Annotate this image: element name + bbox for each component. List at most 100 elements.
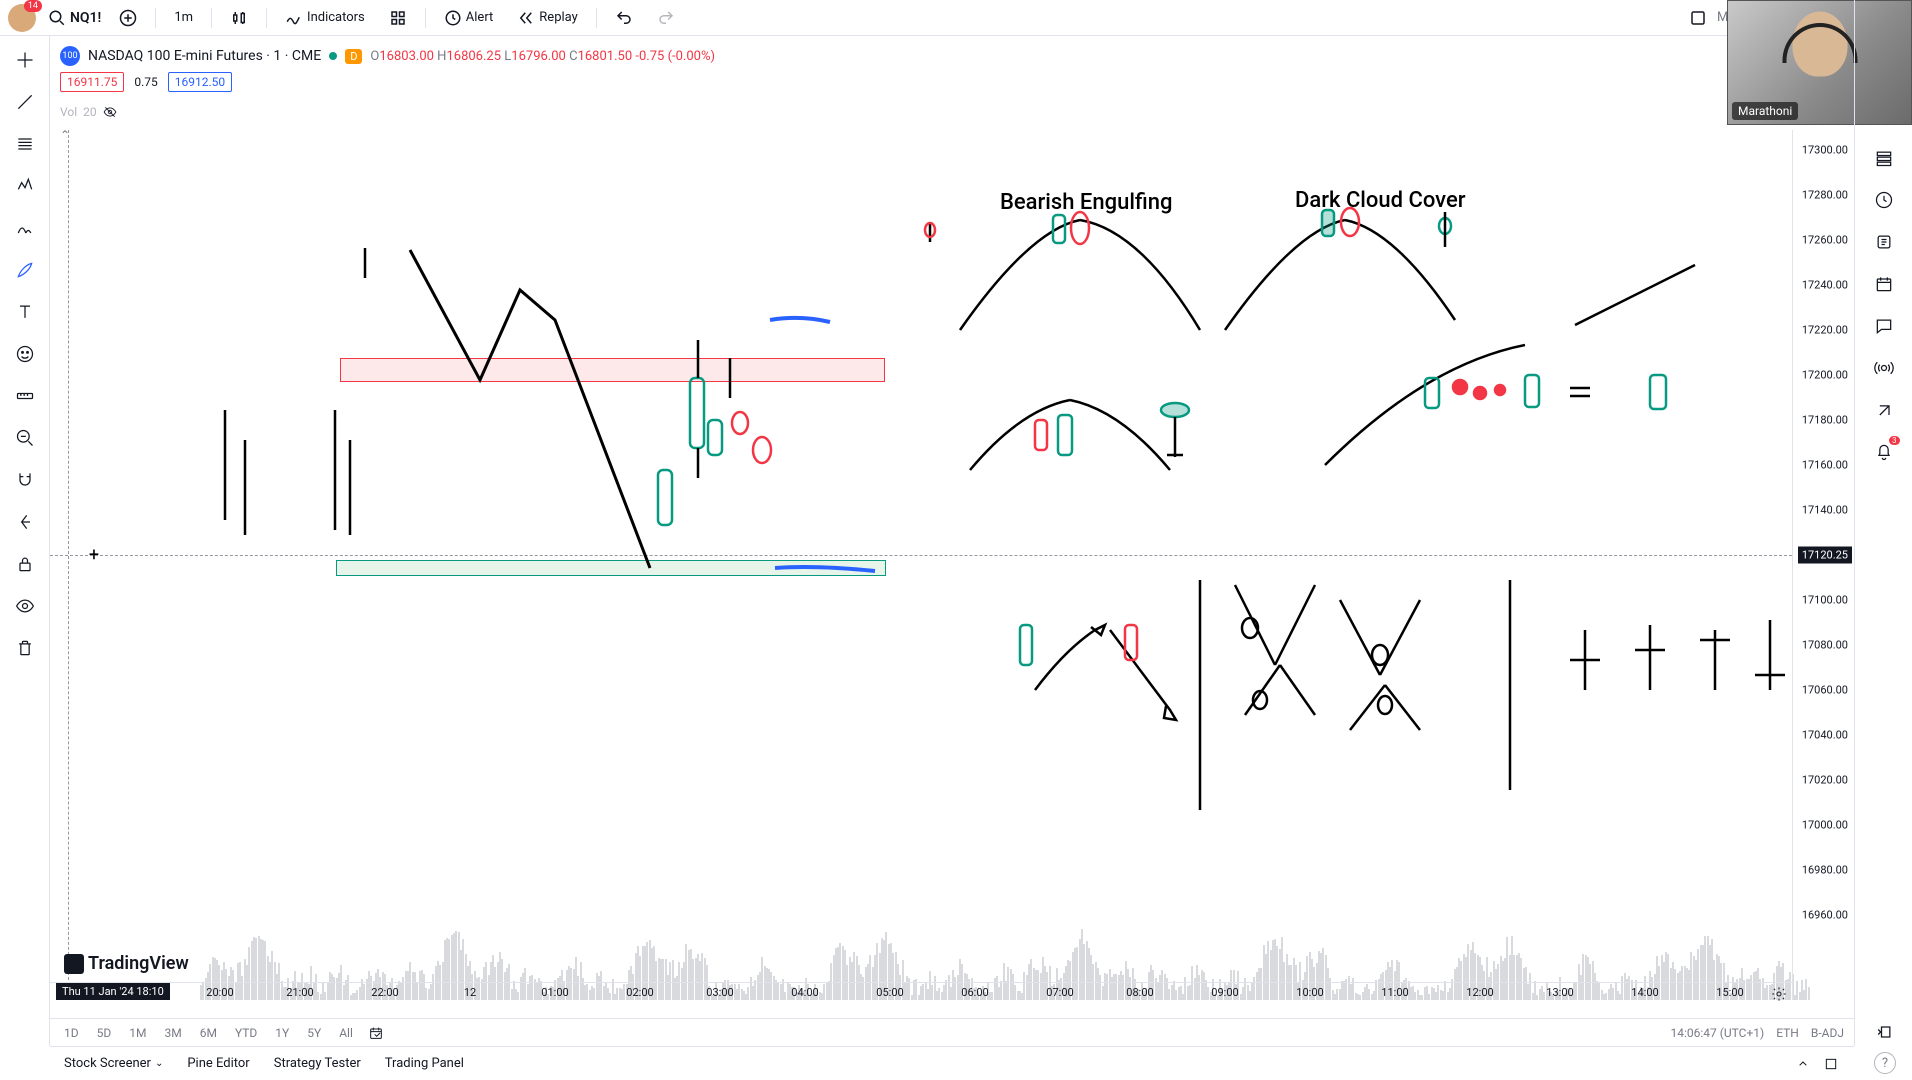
ohlc-values: O16803.00 H16806.25 L16796.00 C16801.50 … [370,49,715,64]
templates-button[interactable] [383,5,413,31]
replay-button[interactable]: Replay [511,5,584,31]
tradingview-watermark: TradingView [64,953,189,974]
alert-button[interactable]: Alert [438,5,500,31]
interval-ytd[interactable]: YTD [231,1024,261,1042]
lock-tool[interactable] [11,550,39,578]
symbol-search[interactable]: NQ1! [48,9,101,27]
magnet-tool[interactable] [11,466,39,494]
eye-tool[interactable] [11,592,39,620]
right-tool-rail: 3 [1854,0,1912,1046]
symbol-name[interactable]: NASDAQ 100 E-mini Futures · 1 · CME [88,48,321,64]
interval-all[interactable]: All [335,1024,357,1042]
add-button[interactable] [113,5,143,31]
price-tick: 17280.00 [1802,189,1848,202]
user-avatar[interactable]: 14 [8,4,36,32]
ideas-icon[interactable] [1870,396,1898,424]
tab-pine-editor[interactable]: Pine Editor [187,1056,249,1071]
tab-trading-panel[interactable]: Trading Panel [385,1056,464,1071]
tab-stock-screener[interactable]: Stock Screener ⌄ [64,1056,163,1071]
time-tick: 11:00 [1381,986,1408,999]
price-tick: 17180.00 [1802,414,1848,427]
price-axis[interactable]: 17300.0017280.0017260.0017240.0017220.00… [1792,130,1854,1000]
time-tick: 12:00 [1466,986,1493,999]
separator [596,8,597,28]
bell-icon[interactable]: 3 [1870,438,1898,466]
time-tick: 10:00 [1296,986,1323,999]
checkbox-icon[interactable] [1689,9,1707,27]
forecast-tool[interactable] [11,214,39,242]
watchlist-icon[interactable] [1870,144,1898,172]
stayindrawing-tool[interactable] [11,508,39,536]
time-axis[interactable]: 20:0021:0022:001201:0002:0003:0004:0005:… [50,982,1792,1002]
symbol-text: NQ1! [70,10,101,26]
hotlist-icon[interactable] [1870,228,1898,256]
time-tick: 06:00 [961,986,988,999]
indicators-button[interactable]: Indicators [279,5,371,31]
time-tick: 21:00 [286,986,313,999]
price-tick: 17060.00 [1802,684,1848,697]
trendline-tool[interactable] [11,88,39,116]
text-tool[interactable] [11,298,39,326]
time-tick: 22:00 [371,986,398,999]
alerts-panel-icon[interactable] [1870,186,1898,214]
interval-5y[interactable]: 5Y [303,1024,325,1042]
emoji-tool[interactable] [11,340,39,368]
bottom-panel: Stock Screener ⌄ Pine Editor Strategy Test… [50,1046,1854,1080]
undo-button[interactable] [609,5,639,31]
chart-style-button[interactable] [224,5,254,31]
zoom-tool[interactable] [11,424,39,452]
time-tick: 05:00 [876,986,903,999]
grid-icon [389,9,407,27]
brush-tool[interactable] [11,256,39,284]
chart-pane[interactable]: + Bearish Engulfing Dark Cloud Cover [50,130,1792,1000]
collapse-right-icon[interactable] [1870,1018,1898,1046]
price-tick: 17200.00 [1802,369,1848,382]
maximize-panel-icon[interactable] [1822,1055,1840,1073]
tv-logo-icon [64,954,84,974]
interval-button[interactable]: 1m [168,6,199,29]
spread: 0.75 [134,75,157,89]
price-tick: 17000.00 [1802,819,1848,832]
time-current: Thu 11 Jan '24 18:10 [56,983,170,1000]
time-tick: 20:00 [206,986,233,999]
interval-1y[interactable]: 1Y [271,1024,293,1042]
time-tick: 12 [464,986,476,999]
collapse-panel-icon[interactable] [1794,1055,1812,1073]
bid-price[interactable]: 16911.75 [60,72,124,92]
interval-1d[interactable]: 1D [60,1024,83,1042]
fib-tool[interactable] [11,130,39,158]
session[interactable]: ETH [1776,1026,1799,1040]
cursor-tool[interactable] [11,46,39,74]
calendar-icon[interactable] [1870,270,1898,298]
plus-icon [119,9,137,27]
eye-off-icon[interactable] [103,105,117,119]
time-tick: 13:00 [1546,986,1573,999]
gear-icon[interactable] [1770,985,1788,1003]
ask-price[interactable]: 16912.50 [168,72,232,92]
tab-strategy-tester[interactable]: Strategy Tester [274,1056,361,1071]
separator [211,8,212,28]
redo-button[interactable] [651,5,681,31]
adjustment[interactable]: B-ADJ [1811,1026,1844,1040]
pattern-tool[interactable] [11,172,39,200]
stream-icon[interactable] [1870,354,1898,382]
goto-date-icon[interactable] [367,1024,385,1042]
interval-5d[interactable]: 5D [93,1024,116,1042]
separator [155,8,156,28]
price-tick: 17220.00 [1802,324,1848,337]
interval-6m[interactable]: 6M [196,1024,221,1042]
chat-icon[interactable] [1870,312,1898,340]
separator [425,8,426,28]
webcam-name: Marathoni [1732,102,1798,120]
help-icon[interactable]: ? [1874,1052,1896,1074]
time-tick: 08:00 [1126,986,1153,999]
time-tick: 15:00 [1716,986,1743,999]
trash-tool[interactable] [11,634,39,662]
data-flag: D [345,49,362,64]
interval-3m[interactable]: 3M [160,1024,185,1042]
ruler-tool[interactable] [11,382,39,410]
price-tick: 17080.00 [1802,639,1848,652]
interval-1m[interactable]: 1M [125,1024,150,1042]
price-tick: 17140.00 [1802,504,1848,517]
price-tick: 17100.00 [1802,594,1848,607]
